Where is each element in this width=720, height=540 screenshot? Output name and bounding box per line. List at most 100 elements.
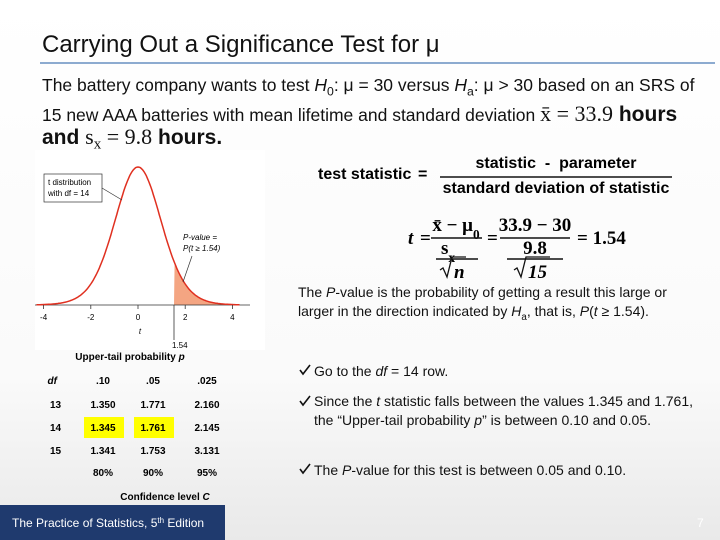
numerator: 33.9 − 30	[499, 215, 572, 236]
text-run: x	[93, 136, 102, 152]
check-icon	[299, 364, 311, 376]
tick-label: 2	[183, 313, 188, 322]
radical	[513, 256, 550, 279]
table-header: df	[48, 376, 59, 387]
formula-denominator: standard deviation of statistic	[443, 180, 670, 197]
table-cell: 2.160	[194, 400, 219, 411]
intro: The battery company wants to test H0: μ …	[42, 74, 702, 155]
table-header: .025	[197, 376, 217, 387]
highlight	[84, 417, 124, 438]
table-footer: 80%	[93, 468, 113, 479]
table-cell: 1.753	[140, 446, 165, 457]
formula-numerator: statistic - parameter	[476, 155, 637, 172]
text-run: P	[326, 284, 336, 300]
text-run: x̄ = 33.9	[540, 100, 613, 126]
text-run: statistic falls between the values 1.345…	[314, 393, 694, 428]
denominator: sx	[441, 238, 455, 265]
tick-label: 4	[230, 313, 235, 322]
bullet: Since the t statistic falls between the …	[314, 392, 694, 430]
radicand: n	[454, 262, 465, 283]
table-cell: 15	[50, 446, 62, 457]
text-run: hours.	[152, 125, 223, 149]
formula-test-statistic: test statistic = statistic - parameter s…	[318, 155, 672, 197]
formula-equals: =	[418, 166, 427, 183]
radicand: 15	[528, 262, 548, 283]
pointer	[101, 187, 123, 201]
pvalue-label: P(t ≥ 1.54)	[183, 244, 221, 253]
text-run: P	[579, 303, 590, 319]
text-run: p	[178, 352, 185, 363]
text-run: The Practice of Statistics, 5	[12, 516, 158, 530]
check-icon	[299, 463, 311, 475]
text-run: H	[454, 75, 467, 95]
text-run: ≥ 1.54).	[597, 303, 649, 319]
t-distribution-figure: -4 -2 0 2 4 t 1.54 t distribution with df = 14 P-…	[35, 166, 250, 350]
text-run: a	[466, 84, 474, 99]
text-run: H	[314, 75, 327, 95]
table-footer: 90%	[143, 468, 163, 479]
formula-result: = 1.54	[577, 228, 626, 249]
text-run: P	[342, 462, 352, 478]
text-run: Edition	[164, 516, 204, 530]
label-box	[43, 173, 103, 203]
axis-label: t	[139, 327, 142, 336]
table-header: .10	[96, 376, 110, 387]
text-run: H	[511, 303, 522, 319]
text-run: The	[298, 284, 327, 300]
numerator: x̄ − μ0	[432, 215, 480, 242]
table-caption: Upper-tail probability p	[75, 352, 184, 363]
tick-label: -4	[40, 313, 48, 322]
text-run: a	[521, 311, 527, 323]
text-run: : μ > 30 based on an SRS of 15 new AAA b…	[42, 75, 695, 125]
text-run: p	[474, 412, 483, 428]
table-cell: 1.341	[90, 446, 115, 457]
dist-label: with df = 14	[47, 189, 90, 198]
text-run: Confidence level	[120, 492, 202, 503]
dist-label: t distribution	[48, 178, 91, 187]
density-curve	[36, 166, 240, 306]
table-cell: 1.345	[90, 423, 115, 434]
text-run: = 9.8	[101, 123, 153, 149]
bullet: The P-value for this test is between 0.0…	[314, 461, 694, 480]
t-table: Upper-tail probability p df .10 .05 .025 13 1.…	[48, 352, 220, 503]
text-run: -value is the probability of getting a r…	[298, 284, 667, 319]
text-run: th	[157, 516, 164, 525]
table-cell: 1.771	[140, 400, 165, 411]
text-run: Since the	[314, 393, 377, 409]
formula-equals: =	[420, 228, 431, 249]
text-run: , that is,	[526, 303, 580, 319]
text-run: t	[376, 393, 381, 409]
bullet: Go to the df = 14 row.	[314, 362, 694, 381]
tick-label: -2	[87, 313, 95, 322]
table-cell: 2.145	[194, 423, 219, 434]
text-run: s	[441, 238, 448, 259]
table-cell: 3.131	[194, 446, 219, 457]
text-run: Upper-tail probability	[75, 352, 178, 363]
page-number: 7	[697, 516, 704, 530]
text-run: -value for this test is between 0.05 and…	[351, 462, 627, 478]
text-run: C	[203, 492, 211, 503]
radical	[439, 256, 466, 279]
table-footer: 95%	[197, 468, 217, 479]
text-run: (	[589, 303, 594, 319]
text-run: ” is between 0.10 and 0.05.	[482, 412, 651, 428]
text-run: Go to the	[314, 363, 376, 379]
shaded-tail	[174, 262, 240, 305]
table-header: .05	[146, 376, 160, 387]
highlight	[134, 417, 174, 438]
confidence-label: Confidence level C	[120, 492, 210, 503]
text-run: x̄ − μ	[432, 215, 473, 236]
text-run: The	[314, 462, 343, 478]
text-run: 0	[327, 84, 334, 99]
check-icon	[299, 395, 311, 407]
pvalue-label: P-value =	[183, 233, 217, 242]
text-run: The battery company wants to test	[42, 75, 315, 95]
formula-lhs: t	[408, 228, 414, 249]
footer-bar	[0, 505, 225, 540]
text-run: s	[85, 123, 94, 149]
marker-label: 1.54	[172, 341, 188, 350]
text-run: t	[593, 303, 598, 319]
